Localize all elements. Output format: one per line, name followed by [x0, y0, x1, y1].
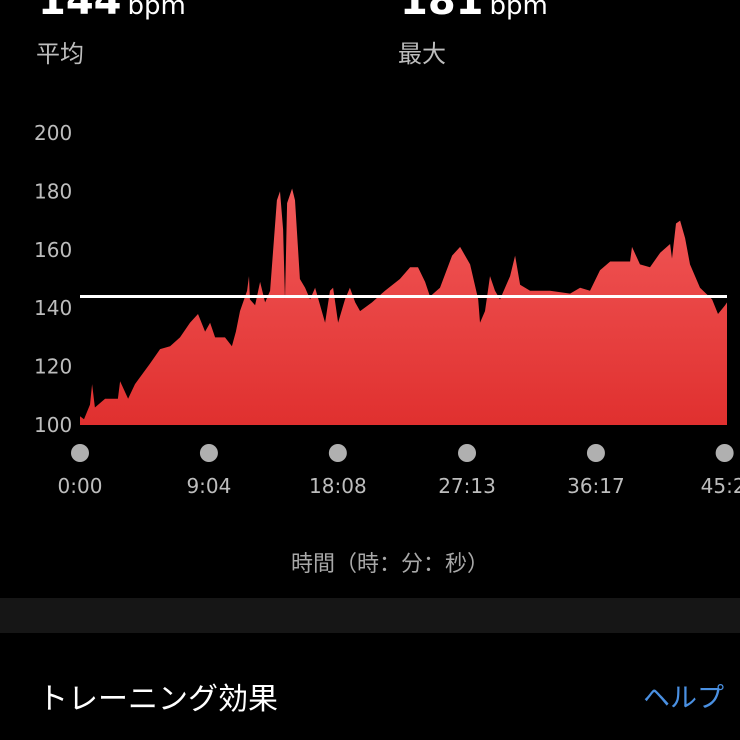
y-tick-label: 180 — [34, 179, 72, 203]
x-axis-title: 時間（時：分：秒） — [290, 552, 489, 577]
time-marker-dot[interactable] — [71, 444, 89, 462]
x-tick-label: 9:04 — [186, 474, 231, 498]
time-marker-dot[interactable] — [328, 444, 347, 462]
time-marker-dot[interactable] — [458, 444, 477, 462]
heart-rate-area — [80, 188, 727, 425]
x-tick-label: 36:17 — [567, 474, 625, 498]
section-divider — [0, 598, 740, 633]
x-tick-label: 45:2 — [701, 474, 740, 498]
average-label: 平均 — [36, 40, 84, 68]
x-tick-label: 27:13 — [438, 474, 496, 498]
max-value: 181 — [400, 0, 484, 24]
time-marker-dot[interactable] — [586, 444, 605, 462]
y-tick-label: 200 — [34, 121, 72, 145]
y-tick-label: 160 — [34, 238, 72, 262]
y-tick-label: 100 — [34, 413, 72, 437]
x-tick-label: 18:08 — [309, 474, 367, 498]
x-tick-label: 0:00 — [58, 474, 103, 498]
average-value: 144 — [38, 0, 122, 24]
max-unit: bpm — [489, 0, 548, 21]
time-marker-dot[interactable] — [199, 444, 218, 462]
y-tick-label: 120 — [34, 355, 72, 379]
max-heart-rate: 181 bpm — [400, 0, 548, 24]
max-label: 最大 — [398, 40, 446, 68]
heart-rate-chart: 100 120 140 160 180 200 0:00 9:04 18:08 27:13 36:… — [34, 121, 740, 498]
y-tick-label: 140 — [34, 296, 72, 320]
time-marker-dot[interactable] — [715, 444, 734, 462]
average-unit: bpm — [127, 0, 186, 21]
help-link[interactable]: ヘルプ — [643, 683, 724, 714]
section-title: トレーニング効果 — [38, 682, 278, 717]
average-heart-rate: 144 bpm — [38, 0, 186, 24]
